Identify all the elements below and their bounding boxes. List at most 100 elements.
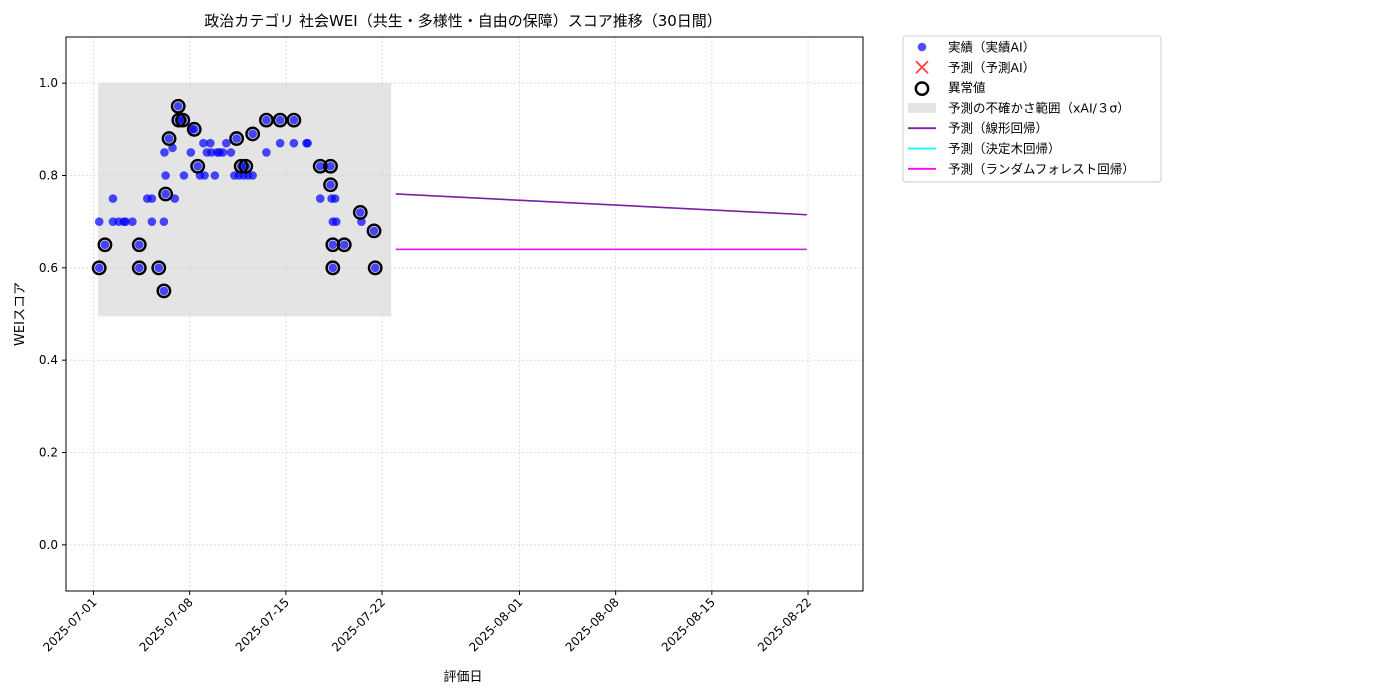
- actual-points-layer: [94, 101, 380, 296]
- outlier-marker: [245, 126, 261, 142]
- x-tick-label: 2025-07-22: [329, 595, 388, 654]
- data-point: [147, 217, 157, 226]
- data-point: [170, 194, 180, 203]
- data-point: [330, 194, 340, 203]
- data-point: [369, 226, 379, 236]
- data-point: [159, 286, 169, 296]
- x-tick-label: 2025-07-08: [137, 595, 196, 654]
- outlier-marker: [175, 112, 191, 128]
- outlier-marker: [186, 121, 202, 137]
- outlier-marker: [131, 237, 147, 253]
- outlier-marker: [312, 158, 328, 174]
- x-axis: 2025-07-01 2025-07-08 2025-07-15 2025-07-22…: [40, 591, 814, 654]
- forecast-line: [395, 193, 807, 216]
- outlier-marker: [158, 186, 174, 202]
- data-point: [328, 240, 338, 250]
- data-point: [289, 138, 299, 148]
- data-point: [154, 263, 164, 273]
- outlier-marker: [286, 112, 302, 128]
- outlier-marker: [352, 205, 368, 220]
- outlier-marker: [97, 237, 113, 253]
- x-tick-label: 2025-08-01: [466, 595, 525, 654]
- data-point: [134, 263, 144, 273]
- uncertainty-band-layer: [98, 83, 392, 317]
- outlier-marker: [323, 177, 338, 193]
- outlier-marker: [161, 131, 177, 146]
- data-point: [205, 138, 215, 148]
- data-point: [164, 134, 174, 143]
- y-tick-label: 0.4: [39, 353, 58, 367]
- data-point: [121, 217, 130, 226]
- y-axis-label: WEIスコア: [13, 282, 28, 346]
- y-tick-label: 0.8: [39, 169, 58, 183]
- y-tick-label: 1.0: [39, 76, 58, 90]
- legend-label: 予測の不確かさ範囲（xAI/３σ）: [948, 100, 1130, 115]
- data-point: [210, 171, 220, 180]
- outlier-markers-layer: [91, 98, 383, 299]
- legend-patch-band: [908, 102, 936, 113]
- data-point: [186, 148, 196, 157]
- data-point: [275, 138, 285, 148]
- x-tick-label: 2025-08-22: [755, 595, 814, 654]
- outlier-marker: [170, 98, 186, 114]
- y-tick-label: 0.2: [39, 446, 58, 460]
- outlier-marker: [323, 158, 338, 174]
- legend-label: 実績（実績AI）: [948, 40, 1035, 55]
- data-point: [100, 240, 110, 250]
- data-point: [303, 138, 312, 148]
- data-point: [370, 263, 380, 273]
- outlier-marker: [325, 260, 341, 276]
- data-point: [94, 217, 104, 226]
- data-point: [108, 194, 118, 203]
- data-point: [160, 148, 169, 157]
- legend-label: 予測（線形回帰）: [948, 121, 1048, 136]
- data-point: [179, 171, 189, 180]
- y-tick-label: 0.0: [39, 538, 58, 552]
- data-point: [94, 263, 104, 273]
- data-point: [193, 161, 202, 171]
- legend-frame: [902, 35, 1162, 183]
- outlier-marker: [272, 112, 288, 128]
- legend-label: 異常値: [948, 80, 986, 95]
- plot-area-frame: [65, 36, 864, 592]
- data-point: [173, 101, 183, 111]
- forecast-lines-layer: [395, 193, 807, 251]
- y-axis: 0.0 0.2 0.4 0.6 0.8 1.0: [39, 76, 66, 552]
- data-point: [289, 115, 299, 125]
- outlier-marker: [367, 260, 383, 276]
- data-point: [232, 134, 241, 143]
- data-point: [189, 125, 199, 134]
- outlier-marker: [336, 237, 352, 253]
- outlier-marker: [190, 158, 206, 174]
- data-point: [218, 148, 228, 157]
- data-point: [159, 217, 169, 226]
- data-point: [331, 217, 341, 226]
- uncertainty-band: [98, 83, 392, 317]
- outlier-marker: [156, 283, 172, 299]
- outlier-marker: [258, 112, 274, 128]
- data-point: [355, 208, 365, 217]
- legend-marker-outlier: [914, 81, 930, 97]
- data-point: [248, 129, 257, 139]
- data-point: [134, 240, 144, 250]
- data-point: [199, 138, 208, 148]
- chart-title: 政治カテゴリ 社会WEI（共生・多様性・自由の保障）スコア推移（30日間）: [204, 12, 722, 30]
- outlier-marker: [91, 260, 107, 276]
- legend-label: 予測（決定木回帰）: [948, 141, 1061, 156]
- outlier-marker: [131, 260, 147, 276]
- data-point: [315, 194, 325, 203]
- data-point: [200, 171, 209, 180]
- data-point: [147, 194, 157, 203]
- x-tick-label: 2025-07-01: [40, 595, 99, 654]
- data-point: [128, 217, 137, 226]
- x-tick-label: 2025-08-08: [563, 595, 622, 654]
- x-tick-label: 2025-08-15: [659, 595, 718, 654]
- data-point: [315, 161, 325, 171]
- data-point: [275, 115, 285, 125]
- data-point: [222, 138, 231, 148]
- data-point: [328, 263, 338, 273]
- x-axis-label: 評価日: [443, 670, 482, 685]
- legend-label: 予測（ランダムフォレスト回帰）: [948, 161, 1135, 176]
- data-point: [248, 171, 257, 180]
